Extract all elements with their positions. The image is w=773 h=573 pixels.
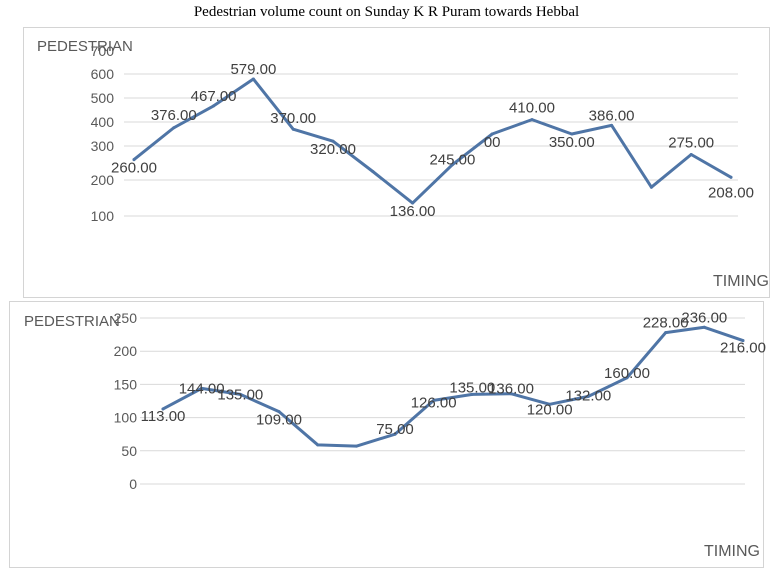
data-label: 144.00 <box>179 380 225 397</box>
data-point <box>212 104 216 108</box>
data-point <box>586 394 590 398</box>
data-label: 109.00 <box>256 412 302 429</box>
data-point <box>649 185 653 189</box>
data-point <box>393 432 397 436</box>
data-point <box>509 392 513 396</box>
data-point <box>741 339 745 343</box>
data-label: 135.00 <box>449 379 495 396</box>
data-point <box>450 163 454 167</box>
data-point <box>200 386 204 390</box>
data-point <box>490 132 494 136</box>
y-tick-label: 700 <box>91 43 115 59</box>
y-axis-label: PEDESTRIAN <box>24 313 120 330</box>
y-tick-label: 200 <box>91 172 115 188</box>
data-label: 376.00 <box>151 107 197 124</box>
data-point <box>729 175 733 179</box>
y-tick-label: 600 <box>91 66 115 82</box>
data-label: 236.00 <box>681 309 727 326</box>
data-label: 160.00 <box>604 365 650 382</box>
y-tick-label: 200 <box>114 343 138 359</box>
data-label: 275.00 <box>668 135 714 152</box>
data-label: 216.00 <box>720 340 766 357</box>
data-label: 75.00 <box>376 421 414 438</box>
data-label: 135.00 <box>217 386 263 403</box>
data-point <box>291 127 295 131</box>
data-label: 386.00 <box>589 107 635 124</box>
data-label: 410.00 <box>509 100 555 117</box>
series-line <box>132 77 733 205</box>
data-label: 126.00 <box>411 394 457 411</box>
data-point <box>570 132 574 136</box>
chart-1-plot: 700 600 500 400 300 200 100 260.00 376.00 467.00 5… <box>91 43 754 224</box>
data-point <box>277 410 281 414</box>
figure-title: Pedestrian volume count on Sunday K R Pu… <box>193 4 580 20</box>
x-axis-label: TIMING <box>713 273 769 290</box>
data-label: 208.00 <box>708 184 754 201</box>
data-label: 228.00 <box>643 315 689 332</box>
data-label: 350.00 <box>549 134 595 151</box>
data-label: 132.00 <box>565 387 611 404</box>
y-tick-label: 250 <box>114 310 138 326</box>
y-tick-label: 100 <box>114 410 138 426</box>
data-point <box>530 118 534 122</box>
data-label: 579.00 <box>230 61 276 78</box>
data-point <box>689 153 693 156</box>
chart-panel-2: PEDESTRIAN TIMING 250 200 150 100 50 0 113.00 1… <box>9 301 766 568</box>
y-tick-label: 0 <box>129 476 137 492</box>
y-tick-label: 300 <box>91 138 115 154</box>
data-point <box>371 170 375 173</box>
data-point <box>610 123 614 127</box>
data-label: 320.00 <box>310 141 356 158</box>
series-line <box>161 325 745 448</box>
data-label: 260.00 <box>111 160 157 177</box>
data-point <box>432 398 436 402</box>
data-label: 00 <box>484 134 501 151</box>
y-tick-label: 100 <box>91 208 115 224</box>
data-point <box>548 402 552 406</box>
y-axis-label: PEDESTRIAN <box>37 38 133 55</box>
data-point <box>251 77 255 81</box>
data-point <box>354 444 358 448</box>
data-label: 120.00 <box>527 401 573 418</box>
data-point <box>316 443 320 447</box>
data-point <box>702 325 706 329</box>
data-point <box>625 376 629 380</box>
y-tick-label: 50 <box>121 443 137 459</box>
x-axis-label: TIMING <box>704 543 760 560</box>
y-tick-label: 150 <box>114 376 138 392</box>
data-point <box>172 126 176 130</box>
data-label: 113.00 <box>141 408 186 425</box>
data-point <box>331 139 335 143</box>
data-point <box>161 407 165 411</box>
data-label: 136.00 <box>488 381 534 398</box>
data-label: 245.00 <box>429 152 475 169</box>
y-tick-label: 500 <box>91 90 115 106</box>
data-label: 467.00 <box>191 88 237 105</box>
data-point <box>470 392 474 396</box>
data-point <box>411 201 415 205</box>
data-point <box>664 331 668 335</box>
chart-2-plot: 250200150100500113.00144.00135.00109.007… <box>114 309 766 492</box>
data-point <box>238 392 242 396</box>
data-label: 136.00 <box>390 203 436 220</box>
data-label: 370.00 <box>270 110 316 127</box>
y-tick-label: 400 <box>91 114 115 130</box>
chart-panel-1: PEDESTRIAN TIMING 700 600 500 400 300 200 100 2… <box>23 27 770 298</box>
data-point <box>132 158 136 162</box>
